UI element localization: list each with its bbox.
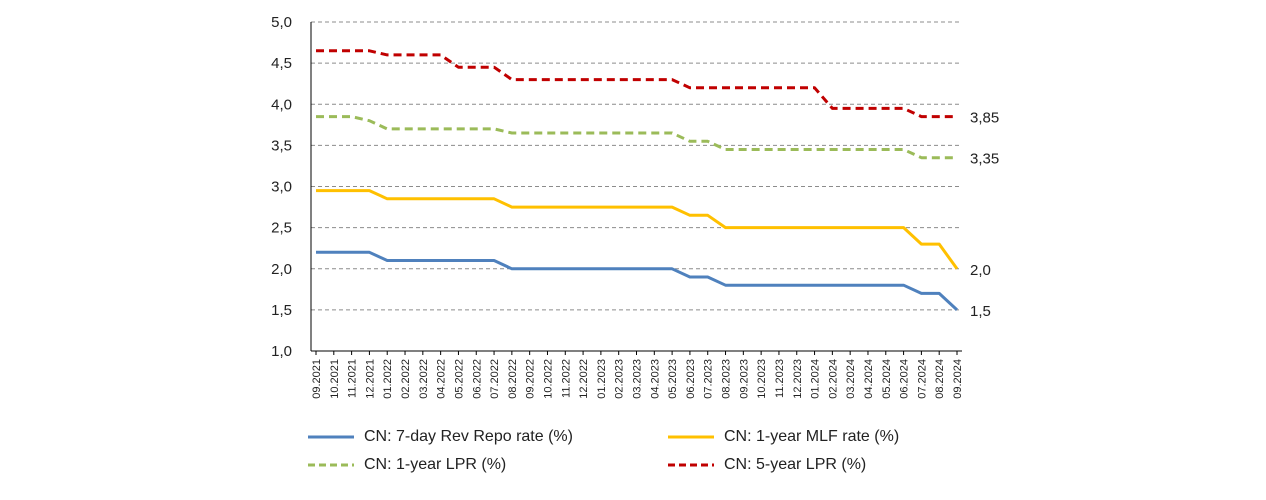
x-tick-label: 07.2022 [489,359,501,399]
x-tick-label: 04.2023 [649,359,661,399]
x-tick-label: 01.2024 [810,359,822,399]
x-tick-label: 04.2024 [863,359,875,399]
y-tick-label: 4,0 [271,96,292,113]
x-tick-label: 12.2023 [792,359,804,399]
end-label-1y-lpr: 3,35 [970,151,999,168]
x-tick-label: 06.2024 [899,359,911,399]
legend-swatch-mlf [668,435,714,439]
y-axis: 1,0 1,5 2,0 2,5 3,0 3,5 4,0 4,5 5,0 [271,14,312,360]
x-tick-label: 11.2021 [347,359,359,398]
x-tick-label: 03.2022 [418,359,430,399]
legend-label-repo: CN: 7-day Rev Repo rate (%) [364,428,573,445]
x-tick-label: 02.2024 [827,359,839,399]
x-tick-label: 01.2023 [596,359,608,399]
x-tick-label: 04.2022 [436,359,448,399]
x-tick-label: 07.2023 [703,359,715,399]
x-tick-label: 05.2023 [667,359,679,399]
series-line-repo [316,250,959,312]
x-tick-label: 09.2023 [738,359,750,399]
end-label-mlf: 2,0 [970,262,991,279]
x-tick-label: 05.2022 [453,359,465,399]
y-tick-label: 1,5 [271,302,292,319]
legend-label-mlf: CN: 1-year MLF rate (%) [724,428,900,445]
legend-item-5y-lpr: CN: 5-year LPR (%) [666,456,866,474]
x-tick-label: 10.2021 [329,359,341,399]
series-line-1y-lpr [316,115,957,160]
end-labels: 1,5 2,0 3,35 3,85 [970,110,999,320]
x-tick-label: 01.2022 [382,359,394,399]
x-tick-label: 10.2023 [756,359,768,399]
y-tick-label: 1,0 [271,343,292,360]
end-label-repo: 1,5 [970,303,991,320]
y-tick-label: 3,0 [271,179,292,196]
x-tick-label: 03.2023 [632,359,644,399]
x-tick-label: 09.2021 [311,359,323,399]
x-tick-label: 02.2022 [400,359,412,399]
legend-swatch-1y-lpr [308,463,354,467]
y-tick-label: 2,5 [271,220,292,237]
x-tick-label: 09.2024 [952,359,964,399]
x-tick-label: 03.2024 [845,359,857,399]
x-tick-label: 10.2022 [542,359,554,399]
x-tick-label: 07.2024 [916,359,928,399]
series-lines [316,49,959,312]
x-tick-label: 09.2022 [525,359,537,399]
gridlines [311,21,962,311]
series-line-mlf [316,189,959,270]
x-tick-label: 08.2022 [507,359,519,399]
legend-swatch-repo [308,435,354,439]
x-tick-label: 12.2021 [364,359,376,399]
legend-item-mlf: CN: 1-year MLF rate (%) [666,428,899,446]
y-tick-label: 4,5 [271,55,292,72]
legend-label-5y-lpr: CN: 5-year LPR (%) [724,456,867,473]
x-tick-label: 08.2024 [934,359,946,399]
y-tick-label: 3,5 [271,137,292,154]
legend-swatch-5y-lpr [668,463,714,467]
legend-item-1y-lpr: CN: 1-year LPR (%) [306,456,506,474]
x-axis: 09.2021 10.2021 11.2021 12.2021 01.2022 02.20… [311,350,964,399]
x-tick-label: 08.2023 [721,359,733,399]
series-line-5y-lpr [316,49,957,119]
x-tick-label: 11.2023 [774,359,786,398]
x-tick-label: 12.2022 [578,359,590,399]
legend-item-repo: CN: 7-day Rev Repo rate (%) [306,428,573,446]
y-tick-label: 2,0 [271,261,292,278]
legend-label-1y-lpr: CN: 1-year LPR (%) [364,456,507,473]
x-tick-label: 02.2023 [614,359,626,399]
x-tick-label: 05.2024 [881,359,893,399]
end-label-5y-lpr: 3,85 [970,110,999,127]
x-tick-label: 11.2022 [560,359,572,398]
x-tick-label: 06.2023 [685,359,697,399]
y-tick-label: 5,0 [271,14,292,31]
x-tick-label: 06.2022 [471,359,483,399]
